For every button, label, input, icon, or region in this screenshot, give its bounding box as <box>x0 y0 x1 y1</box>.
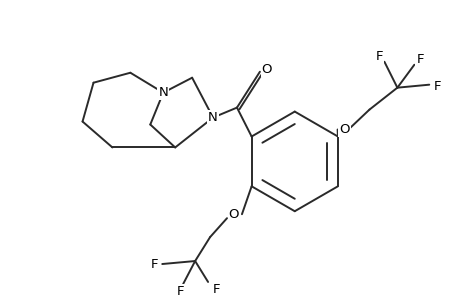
Text: F: F <box>432 80 440 93</box>
Text: N: N <box>158 86 168 99</box>
Text: F: F <box>375 50 382 63</box>
Text: F: F <box>150 257 158 271</box>
Text: O: O <box>228 208 239 221</box>
Text: F: F <box>416 53 423 66</box>
Text: O: O <box>261 63 272 76</box>
Text: N: N <box>208 111 218 124</box>
Text: F: F <box>212 284 219 296</box>
Text: F: F <box>176 285 184 298</box>
Text: O: O <box>339 123 349 136</box>
